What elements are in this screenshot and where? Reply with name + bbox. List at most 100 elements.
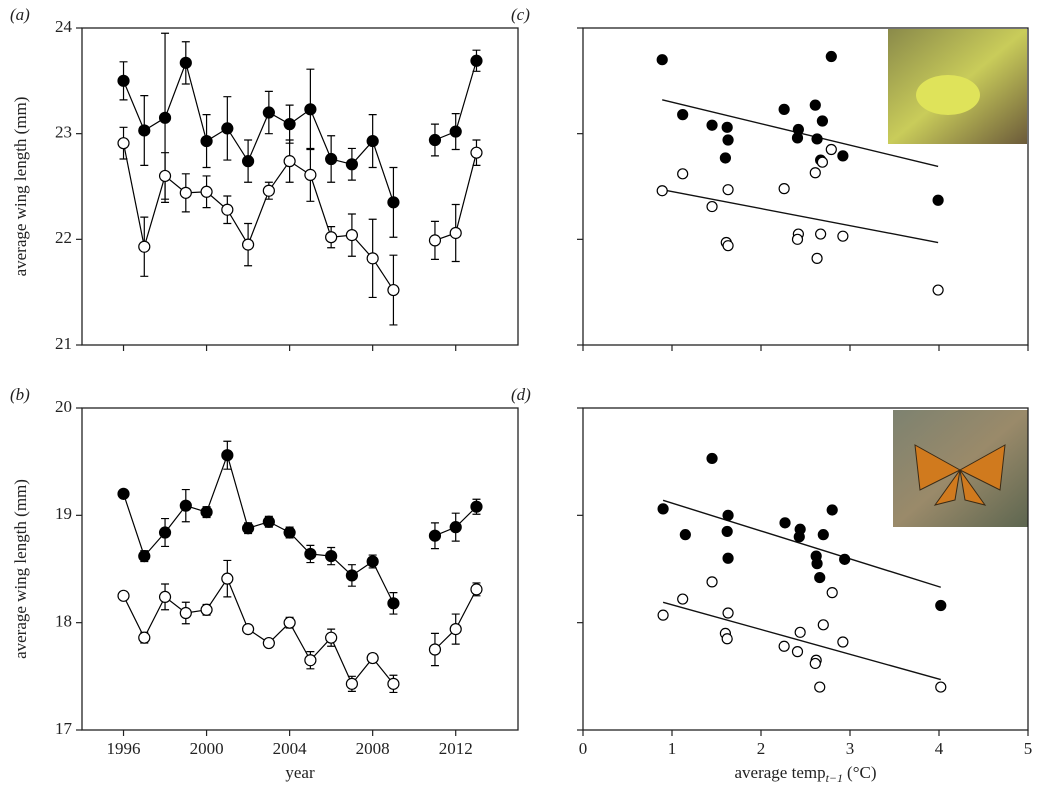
- marker: [428, 133, 442, 147]
- marker: [778, 183, 790, 195]
- y-axis-label: average wing length (mm): [11, 97, 30, 277]
- y-tick-label: 20: [55, 397, 72, 416]
- x-label-unit: (°C): [847, 763, 876, 782]
- x-tick-label: 2: [757, 739, 766, 758]
- marker: [117, 137, 130, 150]
- marker: [837, 636, 849, 648]
- marker: [221, 203, 234, 216]
- marker: [470, 500, 483, 513]
- series-line: [122, 60, 478, 203]
- panel-label: (d): [511, 385, 531, 404]
- marker: [138, 631, 151, 644]
- marker: [470, 54, 483, 67]
- panel-label: (c): [511, 5, 530, 24]
- marker: [722, 134, 734, 146]
- x-tick-label: 4: [935, 739, 944, 758]
- marker: [779, 517, 791, 529]
- marker: [117, 589, 130, 602]
- marker: [706, 200, 718, 213]
- marker: [283, 155, 296, 168]
- marker: [809, 167, 821, 179]
- x-tick-label: 3: [846, 739, 855, 758]
- panel-label: (a): [10, 5, 30, 24]
- series-line: [122, 577, 478, 685]
- marker: [428, 234, 442, 247]
- fit-line: [662, 188, 939, 244]
- marker: [138, 550, 151, 563]
- marker: [722, 184, 734, 196]
- marker: [387, 196, 400, 209]
- marker: [656, 54, 668, 66]
- marker: [793, 531, 805, 543]
- y-tick-label: 22: [55, 228, 72, 247]
- marker: [325, 550, 338, 563]
- marker: [449, 623, 462, 636]
- marker: [816, 115, 829, 127]
- marker: [158, 526, 172, 539]
- marker: [811, 558, 823, 570]
- marker: [677, 109, 689, 121]
- y-axis-label: average wing length (mm): [11, 479, 30, 659]
- marker: [283, 616, 296, 629]
- x-axis-label: year: [285, 763, 315, 782]
- plot-frame: [81, 407, 519, 731]
- marker: [791, 132, 804, 144]
- marker: [778, 640, 790, 652]
- plot-frame: [582, 27, 1029, 346]
- marker: [325, 231, 338, 244]
- marker: [304, 103, 317, 116]
- x-tick-label: 2008: [356, 739, 390, 758]
- panel-label: (b): [10, 385, 30, 404]
- marker: [241, 522, 255, 535]
- marker: [679, 529, 691, 541]
- marker: [722, 240, 734, 252]
- marker: [138, 124, 151, 137]
- marker: [826, 504, 838, 516]
- marker: [241, 155, 255, 168]
- marker: [935, 681, 947, 693]
- marker: [706, 452, 718, 465]
- marker: [837, 150, 849, 162]
- marker: [345, 158, 359, 171]
- marker: [200, 134, 213, 148]
- marker: [817, 529, 829, 541]
- marker: [428, 643, 442, 656]
- marker: [387, 597, 400, 610]
- marker: [366, 134, 379, 148]
- marker: [283, 526, 296, 539]
- x-tick-label: 0: [579, 739, 588, 758]
- fit-line: [662, 499, 941, 588]
- marker: [366, 555, 379, 568]
- marker: [935, 599, 947, 612]
- marker: [809, 99, 821, 111]
- x-tick-label: 5: [1024, 739, 1033, 758]
- marker: [826, 587, 838, 599]
- marker: [262, 106, 275, 119]
- marker: [791, 646, 804, 658]
- marker: [262, 515, 275, 528]
- marker: [657, 609, 669, 621]
- marker: [387, 283, 400, 297]
- marker: [241, 238, 255, 251]
- marker: [304, 168, 317, 181]
- marker: [811, 252, 823, 264]
- marker: [283, 118, 296, 131]
- marker: [721, 633, 733, 645]
- x-label-main: average temp: [735, 763, 826, 782]
- marker: [449, 226, 462, 240]
- marker: [677, 168, 689, 180]
- marker: [304, 654, 317, 667]
- marker: [470, 583, 483, 596]
- marker: [932, 194, 944, 206]
- marker: [366, 651, 379, 665]
- plot-frame: [582, 407, 1029, 731]
- marker: [791, 233, 804, 245]
- marker: [656, 185, 668, 197]
- photo-fritillary: [893, 410, 1028, 527]
- marker: [815, 228, 827, 240]
- marker: [200, 603, 213, 616]
- x-tick-label: 1996: [107, 739, 141, 758]
- marker: [366, 252, 379, 265]
- marker: [932, 284, 944, 296]
